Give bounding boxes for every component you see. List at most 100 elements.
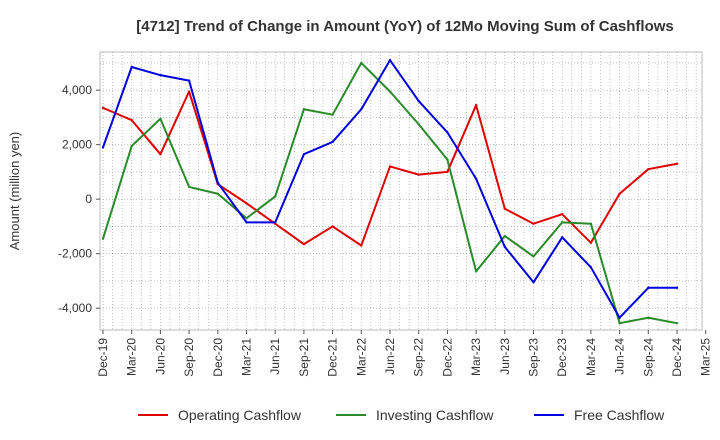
data-point [187, 185, 191, 189]
y-axis-ticks: 4,000 2,000 0 -2,000 -4,000 [58, 83, 100, 315]
data-point [360, 244, 363, 247]
data-point [618, 192, 621, 195]
x-tick-label: Jun-24 [613, 338, 627, 375]
x-tick-label: Sep-21 [297, 338, 311, 377]
data-point [274, 221, 277, 224]
legend-label: Free Cashflow [574, 407, 665, 423]
data-point [101, 106, 105, 110]
data-point [302, 242, 306, 246]
data-series [101, 58, 679, 325]
data-point [159, 153, 162, 156]
x-tick-label: Sep-20 [182, 338, 196, 377]
x-tick-label: Mar-23 [469, 338, 483, 376]
data-point [331, 113, 334, 116]
x-tick-label: Dec-20 [211, 338, 225, 377]
x-tick-label: Dec-24 [670, 338, 684, 377]
plot-area [99, 51, 703, 331]
x-tick-label: Sep-24 [641, 338, 655, 377]
data-point [474, 270, 478, 273]
data-point [245, 202, 248, 205]
data-point [532, 255, 535, 258]
y-tick-label: 0 [85, 192, 92, 206]
data-point [561, 236, 564, 239]
data-point [216, 192, 219, 195]
x-tick-label: Jun-22 [383, 338, 397, 375]
data-point [360, 61, 363, 65]
data-point [101, 237, 105, 240]
data-point [589, 222, 593, 225]
data-point [101, 146, 105, 149]
data-point [245, 221, 248, 224]
y-tick-label: -2,000 [58, 247, 92, 261]
data-point [647, 286, 650, 289]
data-point [532, 281, 535, 284]
x-tick-label: Dec-23 [555, 338, 569, 377]
data-point [388, 58, 392, 62]
data-point [503, 234, 506, 238]
data-point [532, 222, 535, 225]
data-point [130, 144, 133, 148]
x-tick-label: Dec-22 [440, 338, 454, 377]
data-point [503, 245, 506, 249]
data-point [474, 103, 478, 107]
data-point [417, 173, 420, 176]
legend-label: Investing Cashflow [376, 407, 494, 423]
data-point [647, 167, 650, 171]
data-point [503, 207, 506, 210]
chart-title: [4712] Trend of Change in Amount (YoY) o… [136, 18, 674, 35]
x-axis-ticks: Dec-19 Mar-20 Jun-20 Sep-20 Dec-20 Mar-21 Jun-… [96, 330, 713, 377]
data-point [130, 118, 133, 122]
data-point [618, 316, 621, 319]
data-point [388, 165, 392, 168]
data-point [561, 212, 564, 216]
x-tick-label: Jun-20 [153, 338, 167, 375]
data-point [274, 195, 277, 198]
x-tick-label: Jun-23 [498, 338, 512, 375]
data-point [159, 117, 162, 120]
data-point [647, 316, 650, 319]
x-tick-label: Dec-19 [96, 338, 110, 377]
x-tick-label: Sep-22 [412, 338, 426, 377]
x-tick-label: Mar-25 [699, 338, 713, 376]
data-point [618, 321, 621, 325]
data-point [187, 79, 191, 82]
data-point [360, 108, 363, 111]
data-point [589, 266, 593, 269]
y-tick-label: 2,000 [62, 138, 92, 152]
data-point [130, 65, 133, 69]
data-point [589, 241, 593, 244]
data-point [159, 73, 162, 77]
x-tick-label: Mar-24 [584, 338, 598, 376]
x-tick-label: Sep-23 [527, 338, 541, 377]
x-tick-label: Jun-21 [268, 338, 282, 375]
data-point [474, 177, 478, 180]
data-point [675, 321, 679, 325]
data-point [675, 286, 679, 289]
legend-label: Operating Cashflow [178, 407, 302, 423]
x-tick-label: Mar-22 [354, 338, 368, 376]
grid-lines [100, 52, 702, 330]
data-point [417, 123, 420, 126]
x-tick-label: Mar-20 [125, 338, 139, 376]
data-point [302, 153, 306, 156]
data-point [245, 217, 248, 220]
data-point [561, 221, 564, 224]
data-point [388, 90, 392, 93]
data-point [187, 90, 191, 93]
data-point [331, 140, 334, 144]
data-point [216, 181, 219, 185]
y-tick-label: 4,000 [62, 83, 92, 97]
y-axis-label: Amount (million yen) [7, 132, 22, 251]
data-point [446, 131, 449, 134]
data-point [675, 162, 679, 165]
y-tick-label: -4,000 [58, 301, 92, 315]
legend: Operating Cashflow Investing Cashflow Free… [138, 407, 665, 423]
x-tick-label: Dec-21 [326, 338, 340, 377]
data-point [446, 170, 449, 174]
x-tick-label: Mar-21 [240, 338, 254, 376]
data-point [446, 158, 449, 161]
data-point [417, 99, 420, 103]
data-point [302, 108, 306, 111]
